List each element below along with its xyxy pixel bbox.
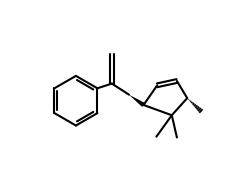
Polygon shape (129, 95, 145, 107)
